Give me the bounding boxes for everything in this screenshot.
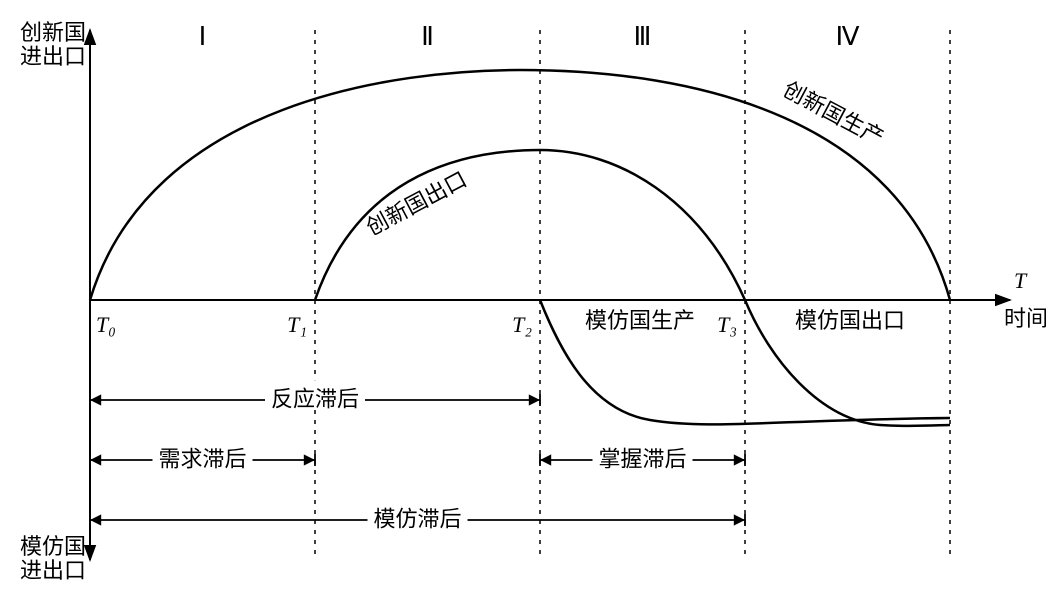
- phase-label: Ⅲ: [634, 22, 652, 51]
- tech-gap-diagram: 创新国进出口模仿国进出口T时间ⅠⅡⅢⅣT₀T₁T₂T₃创新国生产创新国出口模仿国…: [0, 0, 1046, 594]
- tick-label: T₂: [512, 312, 532, 337]
- y-bottom-label-1: 模仿国: [20, 534, 86, 559]
- tick-label: T₀: [96, 312, 116, 337]
- span-label: 掌握滞后: [598, 447, 686, 472]
- x-axis-label-T: T: [1014, 268, 1028, 293]
- phase-label: Ⅱ: [421, 22, 434, 51]
- phase-label: Ⅰ: [199, 22, 207, 51]
- tick-label: T₃: [717, 312, 737, 337]
- curve-label-imitator-export: 模仿国出口: [795, 308, 905, 333]
- span-label: 需求滞后: [158, 447, 246, 472]
- y-bottom-label-2: 进出口: [20, 558, 86, 583]
- phase-label: Ⅳ: [836, 22, 860, 51]
- span-label: 反应滞后: [271, 387, 359, 412]
- curve-label-imitator-production: 模仿国生产: [585, 308, 695, 333]
- span-label: 模仿滞后: [373, 507, 461, 532]
- tick-label: T₁: [287, 312, 307, 337]
- y-top-label-1: 创新国: [20, 20, 86, 45]
- y-top-label-2: 进出口: [20, 44, 86, 69]
- x-axis-label-time: 时间: [1004, 306, 1046, 331]
